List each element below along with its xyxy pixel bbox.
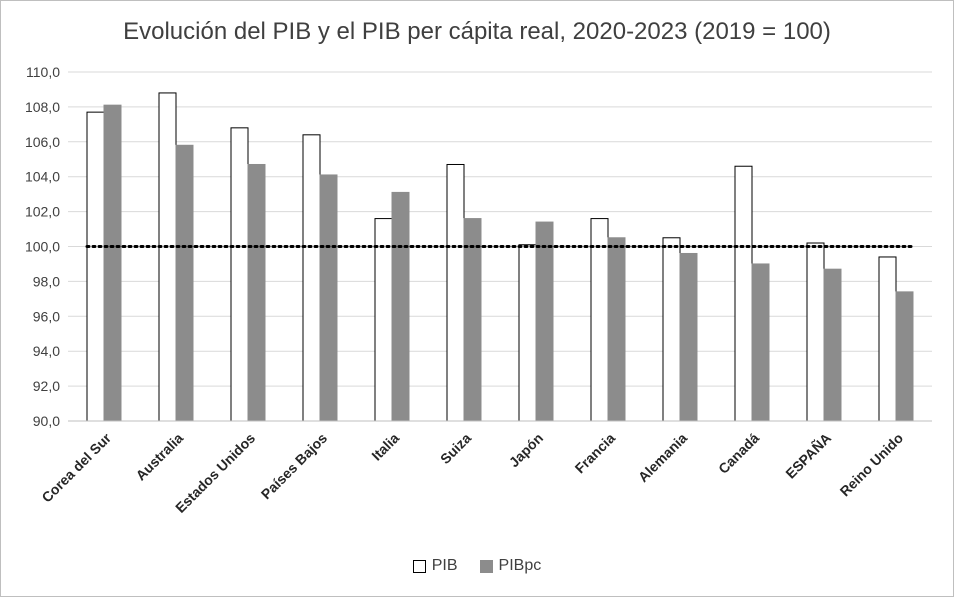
x-tick-label: Países Bajos <box>258 430 331 503</box>
x-tick-label: ESPAÑA <box>782 429 835 482</box>
x-tick-label: Canadá <box>715 430 762 477</box>
bar-pibpc <box>751 263 770 422</box>
bar-pib <box>446 163 465 422</box>
bar-pibpc <box>247 163 266 422</box>
x-tick-label: Alemania <box>635 430 690 485</box>
y-tick-label: 106,0 <box>25 134 60 150</box>
y-tick-label: 108,0 <box>25 99 60 115</box>
legend-swatch-pib <box>412 559 426 573</box>
x-tick-label: Japón <box>506 430 546 470</box>
bar-pib <box>878 256 897 422</box>
bar-pib <box>86 111 105 422</box>
bar-pib <box>518 244 537 422</box>
y-tick-label: 110,0 <box>26 64 60 80</box>
x-tick-label: Italia <box>368 430 402 464</box>
y-tick-label: 96,0 <box>33 308 60 324</box>
x-tick-label: Estados Unidos <box>172 430 258 516</box>
bar-pibpc <box>607 237 626 422</box>
x-tick-label: Reino Unido <box>837 430 907 500</box>
bar-pib <box>374 218 393 422</box>
y-tick-label: 92,0 <box>33 378 60 394</box>
y-tick-label: 98,0 <box>33 273 60 289</box>
bar-pibpc <box>319 174 338 422</box>
bar-pib <box>734 165 753 422</box>
y-tick-label: 90,0 <box>33 413 60 429</box>
x-tick-label: Suiza <box>437 430 474 467</box>
legend-label-pib: PIB <box>431 557 458 574</box>
bar-pibpc <box>103 104 122 422</box>
y-tick-label: 104,0 <box>25 169 60 185</box>
y-tick-label: 94,0 <box>33 343 60 359</box>
y-tick-label: 102,0 <box>25 204 60 220</box>
bar-pibpc <box>823 268 842 422</box>
chart-title: Evolución del PIB y el PIB per cápita re… <box>123 18 831 45</box>
x-tick-label: Australia <box>132 430 186 484</box>
bar-pibpc <box>175 144 194 422</box>
bar-pib <box>806 242 825 422</box>
x-tick-label: Corea del Sur <box>38 429 114 505</box>
bar-pib <box>662 237 681 422</box>
bar-pibpc <box>463 218 482 422</box>
bar-pibpc <box>391 191 410 422</box>
legend-item-pibpc: PIBpc <box>479 557 542 575</box>
y-tick-label: 100,0 <box>25 239 60 255</box>
bar-pib <box>158 92 177 422</box>
x-tick-label: Francia <box>572 430 619 477</box>
bar-pibpc <box>679 252 698 422</box>
legend-item-pib: PIB <box>412 557 458 575</box>
chart-legend: PIB PIBpc <box>0 557 954 575</box>
bar-pibpc <box>535 221 554 422</box>
legend-label-pibpc: PIBpc <box>498 557 542 574</box>
bar-pib <box>302 134 321 422</box>
bar-pib <box>230 127 249 422</box>
legend-swatch-pibpc <box>479 559 493 573</box>
bar-pib <box>590 218 609 422</box>
bar-pibpc <box>895 291 914 422</box>
